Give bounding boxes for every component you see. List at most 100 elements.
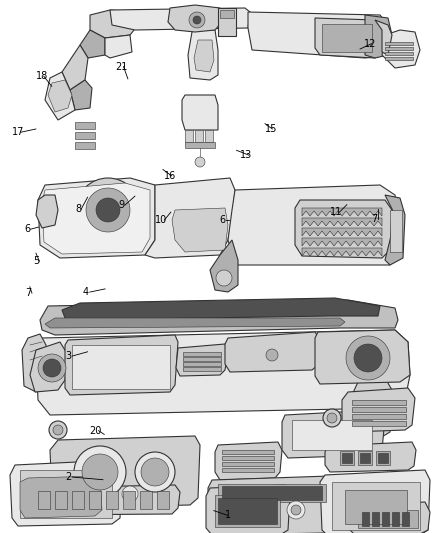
Polygon shape xyxy=(208,476,335,533)
Polygon shape xyxy=(188,30,218,80)
Polygon shape xyxy=(385,195,405,265)
Polygon shape xyxy=(168,5,222,32)
Bar xyxy=(183,367,221,370)
Polygon shape xyxy=(62,298,380,320)
Bar xyxy=(72,345,170,389)
Polygon shape xyxy=(75,142,95,149)
Polygon shape xyxy=(36,195,58,228)
Bar xyxy=(222,462,274,466)
Bar xyxy=(378,453,388,463)
Polygon shape xyxy=(105,35,132,58)
Polygon shape xyxy=(90,10,138,38)
Polygon shape xyxy=(350,378,392,440)
Polygon shape xyxy=(195,130,203,142)
Bar xyxy=(20,470,112,518)
Bar xyxy=(72,491,84,509)
Polygon shape xyxy=(38,178,155,258)
Bar xyxy=(360,453,370,463)
Bar xyxy=(106,491,118,509)
Polygon shape xyxy=(30,342,68,392)
Bar xyxy=(222,468,274,472)
Bar xyxy=(183,357,221,360)
Polygon shape xyxy=(342,388,415,432)
Circle shape xyxy=(86,188,130,232)
Bar xyxy=(390,210,402,252)
Circle shape xyxy=(255,501,273,519)
Polygon shape xyxy=(22,334,46,392)
Circle shape xyxy=(96,198,120,222)
Circle shape xyxy=(53,425,63,435)
Bar xyxy=(352,421,406,426)
Circle shape xyxy=(291,505,301,515)
Bar xyxy=(218,8,236,36)
Text: 4: 4 xyxy=(82,287,88,297)
Circle shape xyxy=(76,178,140,242)
Polygon shape xyxy=(215,442,282,480)
Bar xyxy=(123,491,135,509)
Text: 20: 20 xyxy=(89,426,102,435)
Polygon shape xyxy=(75,122,95,129)
Text: 15: 15 xyxy=(265,124,277,134)
Circle shape xyxy=(38,354,66,382)
Bar xyxy=(89,491,101,509)
Bar xyxy=(385,52,413,55)
Circle shape xyxy=(216,270,232,286)
Bar xyxy=(220,10,234,18)
Text: 6: 6 xyxy=(24,224,30,234)
Polygon shape xyxy=(20,476,102,518)
Bar xyxy=(358,401,386,407)
Bar xyxy=(385,57,413,60)
Polygon shape xyxy=(45,318,345,328)
Polygon shape xyxy=(194,40,214,72)
Polygon shape xyxy=(176,344,228,376)
Circle shape xyxy=(195,157,205,167)
Polygon shape xyxy=(325,442,416,472)
Bar xyxy=(322,24,372,52)
Bar xyxy=(55,491,67,509)
Polygon shape xyxy=(302,208,382,216)
Bar xyxy=(358,510,418,528)
Bar xyxy=(358,392,386,398)
Circle shape xyxy=(227,505,237,515)
Polygon shape xyxy=(375,20,392,55)
Bar xyxy=(222,450,274,454)
Bar xyxy=(358,451,372,465)
Bar xyxy=(382,512,389,526)
Circle shape xyxy=(323,409,341,427)
Bar xyxy=(38,491,50,509)
Bar xyxy=(218,484,326,502)
Polygon shape xyxy=(42,183,150,254)
Polygon shape xyxy=(110,8,250,30)
Circle shape xyxy=(43,359,61,377)
Circle shape xyxy=(193,16,201,24)
Polygon shape xyxy=(348,502,430,533)
Bar xyxy=(385,47,413,50)
Polygon shape xyxy=(282,410,385,458)
Polygon shape xyxy=(228,185,398,265)
Bar xyxy=(215,495,280,527)
Circle shape xyxy=(287,501,305,519)
Text: 10: 10 xyxy=(155,215,167,225)
Circle shape xyxy=(189,12,205,28)
Bar xyxy=(358,419,386,425)
Polygon shape xyxy=(302,228,382,236)
Polygon shape xyxy=(80,30,105,58)
Bar xyxy=(222,486,322,500)
Polygon shape xyxy=(185,130,193,142)
Circle shape xyxy=(82,454,118,490)
Bar xyxy=(292,420,372,450)
Text: 18: 18 xyxy=(35,71,48,81)
Bar xyxy=(352,414,406,419)
Bar xyxy=(362,512,369,526)
Text: 8: 8 xyxy=(75,205,81,214)
Polygon shape xyxy=(225,332,320,372)
Text: 7: 7 xyxy=(25,288,32,298)
Polygon shape xyxy=(50,436,200,508)
Polygon shape xyxy=(302,238,382,246)
Text: 5: 5 xyxy=(33,256,39,266)
Text: 6: 6 xyxy=(219,215,226,225)
Circle shape xyxy=(135,452,175,492)
Bar xyxy=(376,451,390,465)
Polygon shape xyxy=(26,485,180,515)
Polygon shape xyxy=(45,72,75,120)
